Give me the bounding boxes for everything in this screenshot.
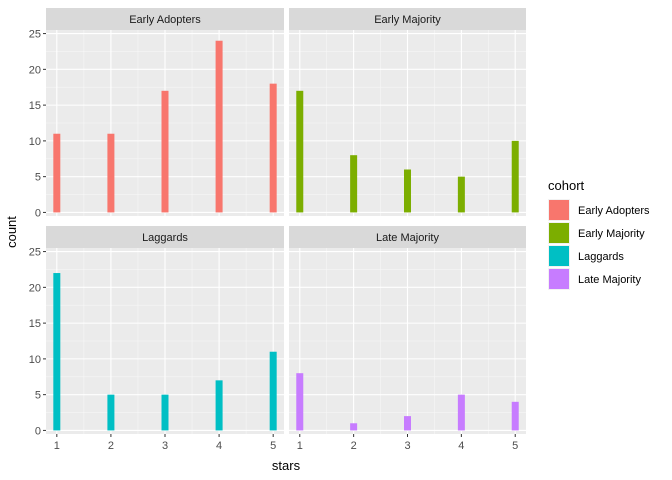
legend-label: Late Majority [578, 274, 641, 286]
y-tick-label: 0 [35, 207, 41, 219]
legend-label: Early Adopters [578, 205, 650, 217]
bar-laggards-4 [215, 380, 223, 431]
facet-early-adopters: Early Adopters 0 5 10 15 20 25 [29, 8, 284, 219]
bar-laggards-3 [161, 394, 169, 431]
legend-items: Early Adopters Early Majority Laggards Late… [548, 199, 650, 290]
bar-laggards-5 [269, 351, 277, 431]
bar-early-majority-1 [296, 90, 304, 213]
y-tick-label: 15 [29, 100, 41, 112]
facet-early-majority: Early Majority [289, 8, 526, 216]
bar-early-adopters-5 [269, 83, 277, 213]
bar-early-adopters-4 [215, 40, 223, 213]
bar-late-majority-4 [457, 394, 465, 431]
y-tick-label: 25 [29, 29, 41, 41]
legend-label: Laggards [578, 251, 624, 263]
facet-strip-label: Early Majority [374, 14, 441, 26]
facet-strip [46, 226, 284, 248]
x-tick-label: 2 [108, 440, 114, 452]
legend-item-early-majority: Early Majority [548, 222, 645, 244]
bar-late-majority-2 [350, 423, 358, 431]
x-tick-label: 2 [351, 440, 357, 452]
legend-swatch [549, 269, 569, 289]
legend-title: cohort [548, 178, 585, 193]
legend-swatch [549, 200, 569, 220]
y-tick-label: 25 [29, 247, 41, 259]
bar-late-majority-1 [296, 373, 304, 431]
x-tick-label: 5 [270, 440, 276, 452]
x-axis-title: stars [272, 458, 301, 473]
legend: cohort Early Adopters Early Majority Lagga… [548, 178, 650, 290]
x-tick-label: 5 [512, 440, 518, 452]
bar-late-majority-3 [404, 416, 411, 431]
facet-laggards: Laggards 0 5 10 15 20 25 1 2 3 4 5 [29, 226, 284, 452]
facet-strip-label: Late Majority [376, 232, 439, 244]
facet-strip-label: Early Adopters [129, 14, 201, 26]
facet-strip [46, 8, 284, 30]
x-tick-label: 3 [404, 440, 410, 452]
facet-strip [289, 226, 526, 248]
bar-laggards-1 [53, 273, 61, 431]
y-tick-label: 20 [29, 282, 41, 294]
bar-early-majority-4 [457, 176, 465, 213]
x-tick-label: 1 [297, 440, 303, 452]
bar-early-majority-5 [511, 140, 519, 213]
bar-laggards-2 [107, 394, 115, 431]
y-axis-title: count [4, 216, 19, 248]
y-tick-label: 20 [29, 64, 41, 76]
y-tick-label: 5 [35, 172, 41, 184]
x-tick-label: 3 [162, 440, 168, 452]
y-tick-label: 15 [29, 318, 41, 330]
bar-early-majority-2 [350, 155, 358, 213]
legend-item-early-adopters: Early Adopters [548, 199, 650, 221]
facet-strip [289, 8, 526, 30]
y-tick-label: 10 [29, 136, 41, 148]
legend-swatch [549, 223, 569, 243]
legend-item-late-majority: Late Majority [548, 268, 641, 290]
x-tick-label: 4 [458, 440, 464, 452]
facet-strip-label: Laggards [142, 232, 188, 244]
legend-label: Early Majority [578, 228, 645, 240]
bar-early-adopters-2 [107, 133, 115, 213]
y-tick-label: 0 [35, 425, 41, 437]
x-tick-label: 1 [54, 440, 60, 452]
legend-item-laggards: Laggards [548, 245, 624, 267]
bar-early-adopters-1 [53, 133, 61, 213]
y-tick-label: 5 [35, 390, 41, 402]
facet-late-majority: Late Majority 1 2 3 4 5 [289, 226, 526, 452]
legend-swatch [549, 246, 569, 266]
y-tick-label: 10 [29, 354, 41, 366]
bar-early-majority-3 [404, 169, 411, 213]
bar-early-adopters-3 [161, 90, 169, 213]
bar-late-majority-5 [511, 401, 519, 431]
x-tick-label: 4 [216, 440, 222, 452]
